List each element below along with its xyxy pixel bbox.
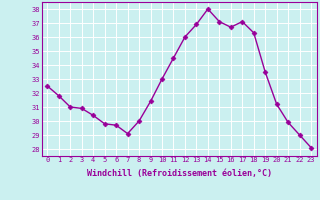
X-axis label: Windchill (Refroidissement éolien,°C): Windchill (Refroidissement éolien,°C) (87, 169, 272, 178)
